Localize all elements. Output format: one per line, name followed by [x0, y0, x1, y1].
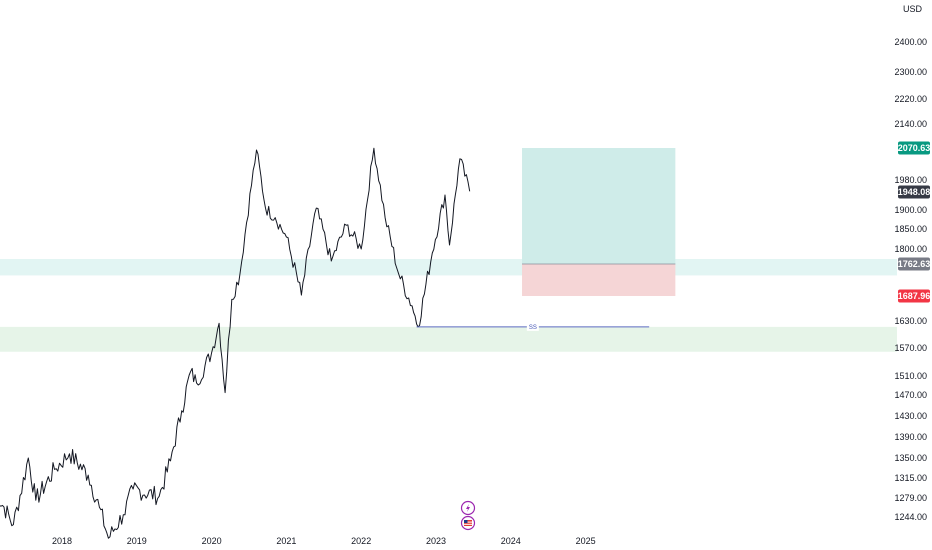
time-tick: 2020 — [202, 536, 222, 546]
position-loss-zone[interactable] — [522, 264, 676, 296]
price-series[interactable] — [0, 147, 471, 539]
ss-level-label: SS — [529, 325, 537, 331]
zone-1[interactable] — [0, 259, 897, 276]
price-tick: 1350.00 — [894, 453, 927, 463]
time-tick: 2019 — [127, 536, 147, 546]
price-tick: 1630.00 — [894, 316, 927, 326]
time-tick: 2018 — [52, 536, 72, 546]
flash-event-icon[interactable] — [460, 500, 476, 516]
price-tag-1[interactable] — [898, 141, 930, 155]
price-tag-2[interactable] — [898, 185, 930, 199]
price-tick: 1800.00 — [894, 244, 927, 254]
position-profit-zone[interactable] — [522, 148, 676, 264]
price-tick: 1980.00 — [894, 175, 927, 185]
time-tick: 2024 — [501, 536, 521, 546]
price-tick: 2220.00 — [894, 94, 927, 104]
time-tick: 2023 — [426, 536, 446, 546]
price-tag-label: 1687.96 — [898, 291, 931, 301]
price-tick: 1430.00 — [894, 411, 927, 421]
price-tick: 1470.00 — [894, 390, 927, 400]
zone-2[interactable] — [0, 326, 897, 352]
us-flag-event-icon[interactable] — [460, 515, 476, 531]
ss-level-label-bg — [526, 322, 539, 331]
price-tick: 2300.00 — [894, 67, 927, 77]
price-tick: 1244.00 — [894, 512, 927, 522]
price-tick: 2400.00 — [894, 37, 927, 47]
price-tick: 1570.00 — [894, 343, 927, 353]
price-tick: 1900.00 — [894, 205, 927, 215]
time-tick: 2021 — [276, 536, 296, 546]
price-tick: 1279.00 — [894, 493, 927, 503]
price-tag-label: 2070.63 — [898, 143, 931, 153]
price-tag-label: 1762.63 — [898, 259, 931, 269]
price-tick: 1390.00 — [894, 432, 927, 442]
time-tick: 2025 — [576, 536, 596, 546]
price-tick: 2140.00 — [894, 119, 927, 129]
price-tag-label: 1948.08 — [898, 187, 931, 197]
price-tick: 1315.00 — [894, 473, 927, 483]
price-tick: 1850.00 — [894, 224, 927, 234]
price-tick: 1510.00 — [894, 371, 927, 381]
price-tag-4[interactable] — [898, 289, 930, 303]
time-tick: 2022 — [351, 536, 371, 546]
price-tag-3[interactable] — [898, 257, 930, 271]
currency-label: USD — [903, 4, 923, 14]
